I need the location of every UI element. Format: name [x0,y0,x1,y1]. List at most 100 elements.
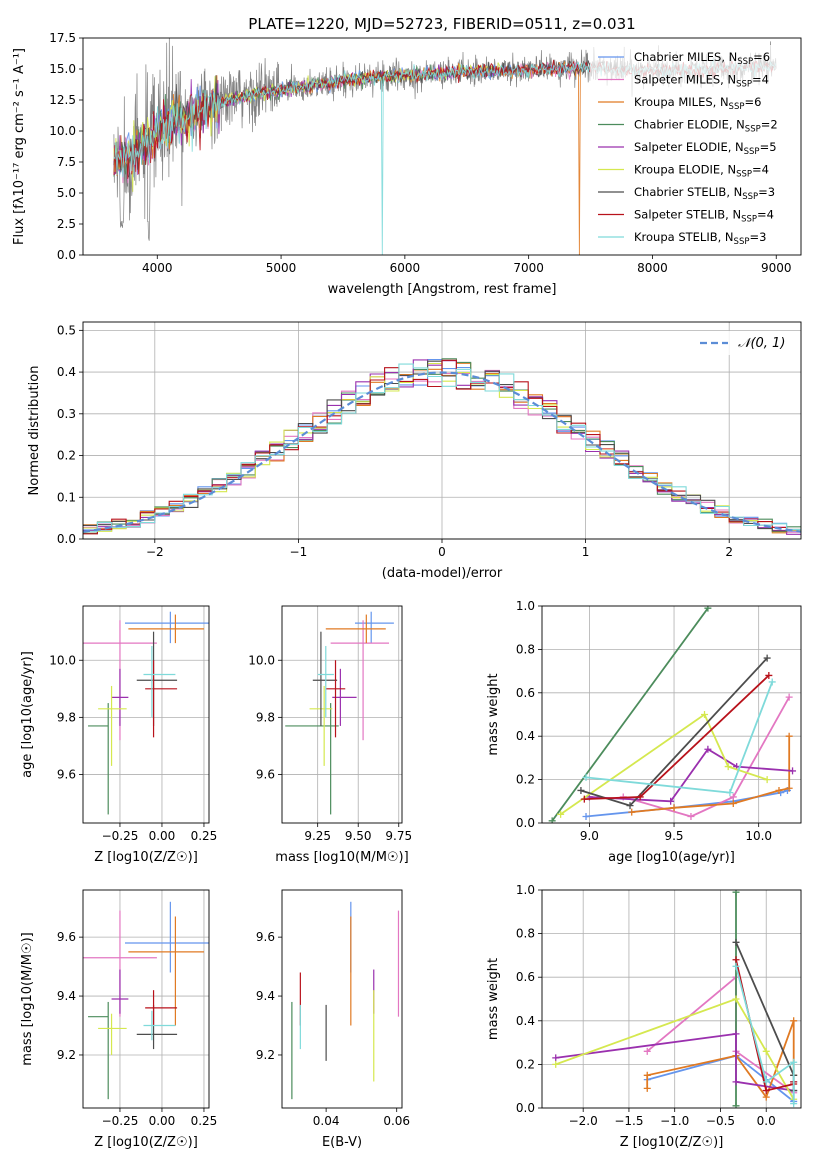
errorbar-chabrier-miles [354,611,394,644]
marker-kroupa-stelib [790,1100,798,1108]
age_vs_mass-frame [281,605,403,824]
marker-kroupa-miles [785,784,793,792]
legend-label-chabrier-elodie: Chabrier ELODIE, NSSP=2 [634,118,778,135]
massweight_vs_age-ytick-label: 0.6 [516,686,535,700]
marker-kroupa-elodie [557,810,565,818]
errorbar-chabrier-stelib [312,631,338,726]
marker-chabrier-elodie [548,817,556,823]
marker-kroupa-stelib [582,773,590,781]
line-salpeter-elodie [589,747,793,803]
line-kroupa-stelib [735,966,795,1104]
marker-kroupa-miles [775,786,783,794]
marker-kroupa-miles [643,1071,651,1079]
age_vs_Z-ylabel: age [log10(age/yr)] [20,651,35,778]
line-series-kroupa-stelib [582,678,776,797]
legend-label-kroupa-stelib: Kroupa STELIB, NSSP=3 [634,230,766,247]
age_vs_Z-xlabel: Z [log10(Z/Z☉)] [94,850,198,865]
errorbar-kroupa-elodie [98,1013,127,1055]
marker-chabrier-elodie [732,1102,740,1108]
mass_vs_ebv-ytick-label: 9.2 [256,1048,275,1062]
age_vs_mass-ytick-label: 9.8 [256,710,275,724]
massweight_vs_Z-ytick-label: 0.0 [516,1101,535,1115]
legend-label-chabrier-miles: Chabrier MILES, NSSP=6 [634,50,770,67]
marker-salpeter-stelib [636,793,644,801]
age_vs_Z-axes: −0.25 0.00 0.25 9.6 9.8 10.0 Z [log10(Z/Z☉)] ag… [20,605,218,865]
line-series-kroupa-stelib [732,962,798,1108]
marker-salpeter-elodie [789,767,797,775]
residuals-xtick-label: −1 [290,545,308,559]
mass_vs_Z-ytick-label: 9.6 [57,930,76,944]
line-series-kroupa-elodie [557,711,771,818]
age_vs_mass-axes: 9.25 9.50 9.75 9.6 9.8 10.0 mass [log10(M/M☉)] [248,605,412,865]
residuals-ytick-label: 0.4 [57,365,76,379]
age_vs_Z-ytick-label: 10.0 [49,653,76,667]
massweight_vs_age-plot-area [548,606,797,823]
massweight_vs_age-axes: 9.0 9.5 10.0 0.0 0.2 0.4 0.6 0.8 1.0 age [log10(a… [486,599,802,865]
age_vs_mass-xtick-label: 9.25 [304,829,331,843]
residuals-ytick-label: 0.2 [57,449,76,463]
mass_vs_Z-axes: −0.25 0.00 0.25 9.2 9.4 9.6 Z [log10(Z/Z☉)] mas… [20,889,217,1150]
massweight_vs_Z-xtick-label: −2.0 [569,1114,598,1128]
residuals-xtick-label: 1 [582,545,590,559]
line-salpeter-miles [623,696,790,818]
legend-label-kroupa-miles: Kroupa MILES, NSSP=6 [634,95,761,112]
spectrum-ytick-label: 15.0 [49,62,76,76]
errorbar-salpeter-elodie [111,969,129,1014]
massweight_vs_Z-ytick-label: 0.6 [516,970,535,984]
massweight_vs_Z-xtick-label: 0.0 [757,1114,776,1128]
errorbar-kroupa-stelib [317,645,334,718]
line-series-chabrier-elodie [548,606,712,823]
marker-kroupa-stelib [768,678,776,686]
marker-kroupa-elodie [701,711,709,718]
residuals-plot-area [83,358,801,535]
mass_vs_Z-ytick-label: 9.2 [57,1048,76,1062]
massweight_vs_age-xtick-label: 10.0 [745,829,772,843]
residuals-xtick-label: 0 [438,545,446,559]
marker-chabrier-stelib [626,802,634,810]
spectrum-ytick-label: 2.5 [57,217,76,231]
spectrum-xtick-label: 8000 [637,261,668,275]
line-chabrier-elodie [551,607,709,822]
marker-chabrier-elodie [704,606,712,612]
mass_vs_Z-frame [82,889,210,1109]
legend-label-salpeter-elodie: Salpeter ELODIE, NSSP=5 [634,140,777,157]
residuals-ytick-label: 0.1 [57,490,76,504]
age_vs_Z-xtick-label: 0.00 [149,829,176,843]
spectrum-model-kroupa-miles [113,60,581,255]
massweight_vs_age-ytick-label: 0.2 [516,773,535,787]
errorbar-kroupa-miles [128,614,204,644]
mass_vs_ebv-ytick-label: 9.4 [256,989,275,1003]
errorbar-chabrier-miles [125,901,209,973]
legend-label-salpeter-stelib: Salpeter STELIB, NSSP=4 [634,208,774,225]
legend-label-salpeter-miles: Salpeter MILES, NSSP=4 [634,73,769,90]
massweight_vs_Z-axes: −2.0 −1.5 −1.0 −0.5 0.0 0.0 0.2 0.4 0.6 0.8 1.0 Z [… [486,883,802,1150]
massweight_vs_Z-ytick-label: 0.8 [516,927,535,941]
marker-salpeter-miles [785,693,793,701]
age_vs_Z-ytick-label: 9.6 [57,767,76,781]
age_vs_Z-ytick-label: 9.8 [57,710,76,724]
mass_vs_Z-ytick-label: 9.4 [57,989,76,1003]
residuals-legend-box [692,331,796,355]
errorbar-chabrier-stelib [136,1004,178,1050]
mass_vs_Z-xtick-label: −0.25 [102,1114,139,1128]
spectrum-ytick-label: 12.5 [49,93,76,107]
massweight_vs_age-ytick-label: 1.0 [516,599,535,613]
marker-salpeter-elodie [704,745,712,753]
marker-salpeter-stelib [732,956,740,964]
age_vs_Z-xtick-label: 0.25 [191,829,218,843]
marker-kroupa-miles [643,1084,651,1092]
marker-chabrier-elodie [732,890,740,896]
age_vs_Z-plot-area [83,611,209,815]
mass_vs_Z-xtick-label: 0.00 [149,1114,176,1128]
histogram-kroupa-stelib [83,363,801,532]
residuals-xtick-label: −2 [146,545,164,559]
massweight_vs_age-xlabel: age [log10(age/yr)] [608,850,735,865]
mass_vs_Z-ylabel: mass [log10(M/M☉)] [20,932,35,1065]
mass_vs_Z-plot-area [83,901,209,1100]
errorbar-salpeter-elodie [111,668,129,726]
marker-chabrier-stelib [732,938,740,946]
spectrum-frame [82,37,802,256]
mass_vs_ebv-plot-area [291,901,400,1100]
marker-kroupa-elodie [552,1060,560,1068]
marker-salpeter-stelib [762,1087,770,1095]
